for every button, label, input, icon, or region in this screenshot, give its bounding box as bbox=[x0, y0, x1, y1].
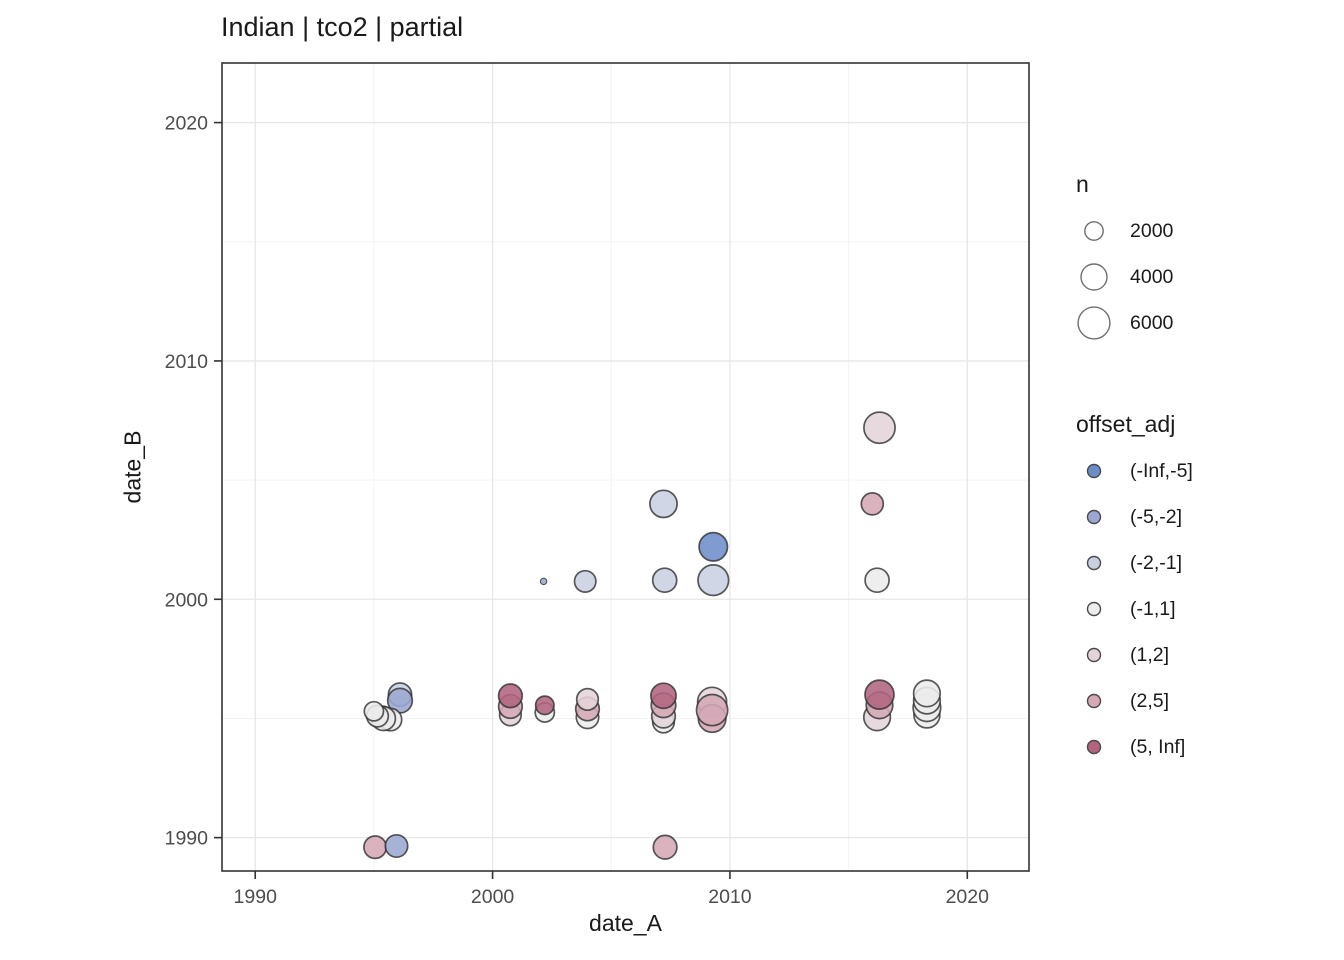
size-legend-item: 2000 bbox=[1072, 208, 1332, 254]
size-legend-swatch bbox=[1084, 221, 1104, 241]
color-legend-item: (-2,-1] bbox=[1072, 540, 1332, 586]
data-point[interactable] bbox=[497, 683, 524, 709]
color-legend-label: (5, Inf] bbox=[1130, 735, 1186, 758]
color-legend-swatch bbox=[1086, 647, 1102, 663]
color-legend-swatch bbox=[1086, 463, 1102, 479]
size-legend-label: 4000 bbox=[1130, 265, 1174, 288]
data-point[interactable] bbox=[649, 489, 678, 519]
size-legend-label: 2000 bbox=[1130, 219, 1174, 242]
color-legend-label: (-2,-1] bbox=[1130, 551, 1183, 574]
color-legend-label: (1,2] bbox=[1130, 643, 1170, 666]
x-tick-label: 2000 bbox=[471, 886, 515, 908]
data-point[interactable] bbox=[384, 833, 409, 859]
data-point[interactable] bbox=[863, 411, 896, 445]
x-axis-title: date_A bbox=[589, 910, 662, 936]
data-point[interactable] bbox=[650, 682, 677, 710]
x-tick-label: 2010 bbox=[708, 886, 752, 908]
size-legend-item: 6000 bbox=[1072, 300, 1332, 346]
color-legend-label: (-1,1] bbox=[1130, 597, 1176, 620]
data-point[interactable] bbox=[695, 693, 729, 727]
size-legend: 2000 4000 6000 bbox=[1072, 208, 1332, 346]
color-legend-swatch bbox=[1086, 601, 1102, 617]
color-legend-label: (-Inf,-5] bbox=[1130, 459, 1193, 482]
color-legend-swatch bbox=[1086, 509, 1102, 525]
size-legend-label: 6000 bbox=[1130, 311, 1174, 334]
color-legend-item: (5, Inf] bbox=[1072, 724, 1332, 770]
color-legend-item: (-1,1] bbox=[1072, 586, 1332, 632]
size-legend-item: 4000 bbox=[1072, 254, 1332, 300]
data-point[interactable] bbox=[534, 695, 555, 716]
data-point[interactable] bbox=[860, 492, 885, 516]
color-legend-label: (2,5] bbox=[1130, 689, 1170, 712]
color-legend-key bbox=[1086, 463, 1102, 479]
y-tick-label: 2010 bbox=[165, 351, 209, 373]
plot-title: Indian | tco2 | partial bbox=[221, 12, 464, 42]
color-legend-item: (-Inf,-5] bbox=[1072, 448, 1332, 494]
color-legend-item: (1,2] bbox=[1072, 632, 1332, 678]
x-tick-label: 1990 bbox=[234, 886, 278, 908]
color-legend-swatch bbox=[1086, 555, 1102, 571]
color-legend-key bbox=[1086, 693, 1102, 709]
color-legend-key bbox=[1086, 601, 1102, 617]
data-point[interactable] bbox=[697, 564, 730, 597]
color-legend-key bbox=[1086, 555, 1102, 571]
data-point[interactable] bbox=[651, 567, 678, 594]
color-legend-key bbox=[1086, 647, 1102, 663]
data-point[interactable] bbox=[539, 577, 548, 586]
y-axis-title: date_B bbox=[119, 430, 146, 504]
color-legend-item: (-5,-2] bbox=[1072, 494, 1332, 540]
data-point[interactable] bbox=[575, 687, 600, 712]
size-legend-key bbox=[1080, 263, 1108, 291]
data-point[interactable] bbox=[652, 834, 678, 860]
size-legend-swatch bbox=[1077, 306, 1111, 340]
data-point[interactable] bbox=[864, 567, 890, 594]
color-legend-swatch bbox=[1086, 739, 1102, 755]
panel-border bbox=[221, 62, 1030, 872]
color-legend-title: offset_adj bbox=[1076, 411, 1176, 437]
y-tick-label: 2020 bbox=[165, 113, 209, 135]
color-legend-swatch bbox=[1086, 693, 1102, 709]
color-legend-item: (2,5] bbox=[1072, 678, 1332, 724]
data-point[interactable] bbox=[363, 700, 385, 722]
size-legend-key bbox=[1077, 306, 1111, 340]
color-legend-label: (-5,-2] bbox=[1130, 505, 1183, 528]
data-point[interactable] bbox=[573, 569, 597, 593]
color-legend: (-Inf,-5] (-5,-2] (-2,-1] (-1,1] (1,2] (2,5] (… bbox=[1072, 448, 1332, 770]
size-legend-swatch bbox=[1080, 263, 1108, 291]
data-point[interactable] bbox=[698, 531, 729, 562]
size-legend-title: n bbox=[1076, 171, 1089, 197]
legend-panel: n 2000 4000 6000 offset_adj (-Inf,-5] (-5,-… bbox=[1072, 170, 1332, 770]
color-legend-key bbox=[1086, 739, 1102, 755]
color-legend-key bbox=[1086, 509, 1102, 525]
data-point[interactable] bbox=[912, 679, 942, 708]
y-tick-label: 2000 bbox=[165, 589, 209, 611]
y-tick-label: 1990 bbox=[165, 828, 209, 850]
data-point[interactable] bbox=[864, 679, 895, 710]
data-point[interactable] bbox=[363, 835, 388, 860]
x-tick-label: 2020 bbox=[946, 886, 990, 908]
size-legend-key bbox=[1084, 221, 1104, 241]
